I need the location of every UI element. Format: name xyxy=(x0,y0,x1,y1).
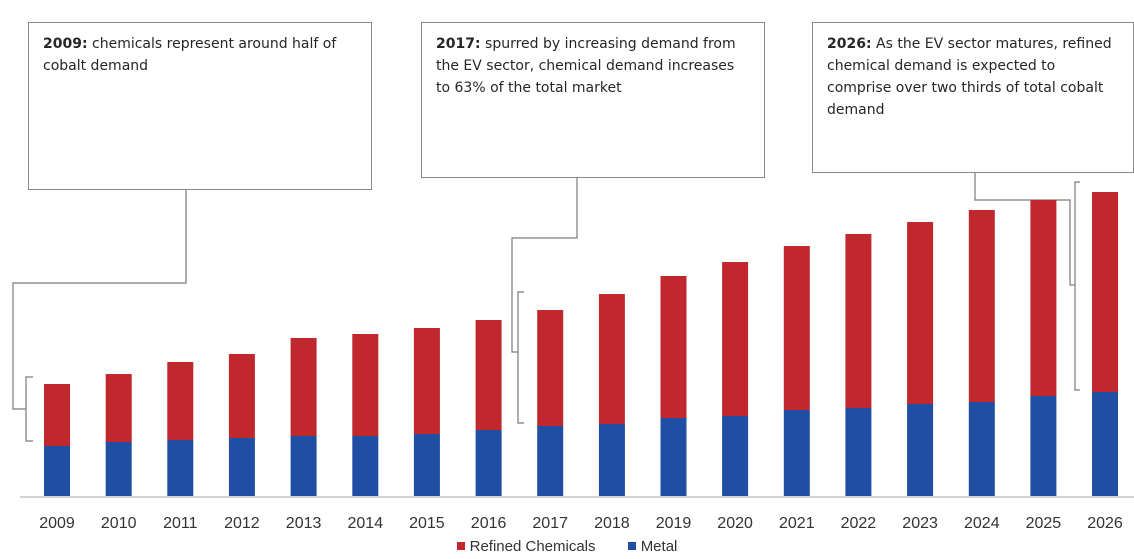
bar-metal-2015 xyxy=(413,434,440,496)
bar-metal-2018 xyxy=(598,424,625,496)
bar-metal-2012 xyxy=(228,438,255,496)
bar-metal-2025 xyxy=(1030,396,1057,496)
bar-refined-chemicals-2015 xyxy=(413,328,440,434)
callout-bracket-2026 xyxy=(1074,181,1080,391)
x-tick-label-2013: 2013 xyxy=(286,515,322,532)
legend-label-refined-chemicals: Refined Chemicals xyxy=(469,538,596,555)
bar-refined-chemicals-2017 xyxy=(537,310,564,426)
bar-refined-chemicals-2012 xyxy=(228,354,255,438)
bar-refined-chemicals-2024 xyxy=(968,210,995,402)
bar-metal-2011 xyxy=(167,440,194,496)
bar-metal-2017 xyxy=(537,426,564,496)
callout-2026: 2026: As the EV sector matures, refined … xyxy=(812,22,1134,173)
bar-metal-2009 xyxy=(44,446,70,496)
legend: Refined Chemicals Metal xyxy=(0,538,1134,555)
x-tick-label-2025: 2025 xyxy=(1026,515,1062,532)
x-tick-label-2018: 2018 xyxy=(594,515,630,532)
callout-2017: 2017: spurred by increasing demand from … xyxy=(421,22,765,178)
callout-bracket-2009 xyxy=(25,376,33,442)
callout-2009-lead: 2009: xyxy=(43,36,88,52)
callout-2026-lead: 2026: xyxy=(827,36,872,52)
bars xyxy=(44,192,1118,496)
callout-2017-text: spurred by increasing demand from the EV… xyxy=(436,36,736,96)
bar-metal-2022 xyxy=(845,408,872,496)
legend-swatch-metal xyxy=(627,542,636,550)
x-tick-label-2023: 2023 xyxy=(902,515,938,532)
bar-metal-2016 xyxy=(475,430,502,496)
bar-refined-chemicals-2009 xyxy=(44,384,70,446)
callout-connector-2009 xyxy=(12,190,187,410)
callout-2009: 2009: chemicals represent around half of… xyxy=(28,22,372,190)
bar-metal-2021 xyxy=(783,410,810,496)
callout-2017-lead: 2017: xyxy=(436,36,481,52)
legend-label-metal: Metal xyxy=(640,538,678,555)
bar-refined-chemicals-2013 xyxy=(290,338,317,436)
x-tick-label-2019: 2019 xyxy=(656,515,692,532)
bar-refined-chemicals-2022 xyxy=(845,234,872,408)
legend-item-refined-chemicals: Refined Chemicals xyxy=(456,538,596,555)
bar-refined-chemicals-2014 xyxy=(352,334,379,436)
bar-refined-chemicals-2019 xyxy=(660,276,687,418)
x-tick-label-2016: 2016 xyxy=(471,515,507,532)
bar-refined-chemicals-2016 xyxy=(475,320,502,430)
x-tick-label-2011: 2011 xyxy=(163,515,198,532)
bar-refined-chemicals-2025 xyxy=(1030,200,1057,396)
x-tick-label-2012: 2012 xyxy=(224,515,260,532)
bar-metal-2019 xyxy=(660,418,687,496)
bar-refined-chemicals-2011 xyxy=(167,362,194,440)
x-tick-labels: 2009 2010 2011 2012 2013 2014 2015 2016 2017 2018… xyxy=(39,515,1123,532)
bar-metal-2020 xyxy=(722,416,749,496)
bar-metal-2024 xyxy=(968,402,995,496)
x-tick-label-2020: 2020 xyxy=(717,515,753,532)
bar-refined-chemicals-2020 xyxy=(722,262,749,416)
callout-2026-text: As the EV sector matures, refined chemic… xyxy=(827,36,1112,118)
x-tick-label-2009: 2009 xyxy=(39,515,75,532)
x-tick-label-2022: 2022 xyxy=(841,515,877,532)
bar-metal-2026 xyxy=(1092,392,1118,496)
bar-metal-2013 xyxy=(290,436,317,496)
bar-refined-chemicals-2023 xyxy=(907,222,934,404)
x-tick-label-2017: 2017 xyxy=(532,515,568,532)
callout-bracket-2017 xyxy=(517,291,524,424)
callout-2009-text: chemicals represent around half of cobal… xyxy=(43,36,337,74)
bar-refined-chemicals-2018 xyxy=(598,294,625,424)
x-tick-label-2014: 2014 xyxy=(348,515,384,532)
x-tick-label-2015: 2015 xyxy=(409,515,445,532)
x-tick-label-2026: 2026 xyxy=(1087,515,1123,532)
legend-swatch-refined-chemicals xyxy=(456,542,465,550)
callout-connectors xyxy=(12,173,1080,442)
callout-connector-2026 xyxy=(974,173,1075,286)
bar-refined-chemicals-2010 xyxy=(105,374,132,442)
legend-item-metal: Metal xyxy=(627,538,678,555)
x-tick-label-2024: 2024 xyxy=(964,515,1000,532)
callout-connector-2017 xyxy=(511,178,578,353)
bar-refined-chemicals-2021 xyxy=(783,246,810,410)
bar-metal-2010 xyxy=(105,442,132,496)
bar-refined-chemicals-2026 xyxy=(1092,192,1118,392)
bar-metal-2023 xyxy=(907,404,934,496)
x-tick-label-2021: 2021 xyxy=(779,515,815,532)
x-tick-label-2010: 2010 xyxy=(101,515,137,532)
bar-metal-2014 xyxy=(352,436,379,496)
